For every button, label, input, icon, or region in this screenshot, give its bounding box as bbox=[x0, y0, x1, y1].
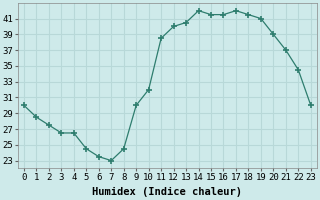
X-axis label: Humidex (Indice chaleur): Humidex (Indice chaleur) bbox=[92, 187, 242, 197]
